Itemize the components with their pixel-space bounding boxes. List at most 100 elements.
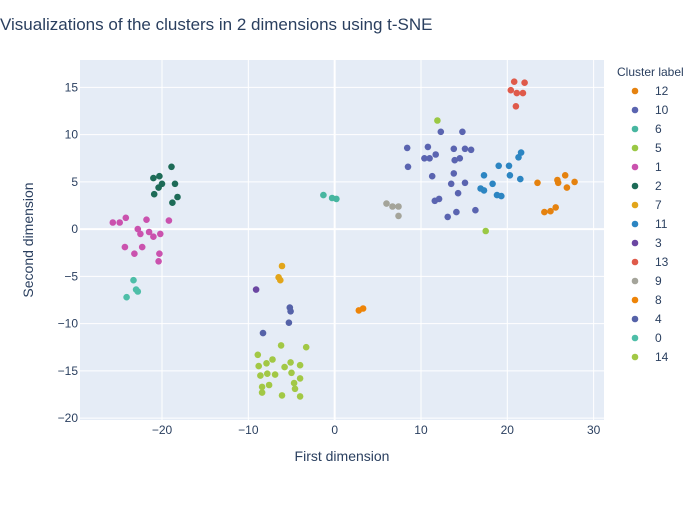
- data-point[interactable]: [513, 89, 521, 97]
- data-point[interactable]: [506, 172, 514, 179]
- data-point[interactable]: [264, 370, 271, 378]
- data-point[interactable]: [122, 214, 130, 222]
- data-point[interactable]: [278, 262, 286, 270]
- data-point[interactable]: [424, 143, 432, 151]
- data-point[interactable]: [563, 184, 571, 191]
- legend-item-4[interactable]: 4: [631, 312, 662, 326]
- legend-item-0[interactable]: 0: [631, 331, 662, 345]
- data-point[interactable]: [467, 146, 475, 154]
- legend-item-2[interactable]: 2: [631, 179, 662, 193]
- data-point[interactable]: [158, 180, 166, 188]
- data-point[interactable]: [395, 212, 402, 220]
- data-point[interactable]: [265, 381, 273, 389]
- data-point[interactable]: [432, 151, 440, 158]
- legend-item-7[interactable]: 7: [631, 198, 662, 212]
- legend-item-14[interactable]: 14: [631, 350, 669, 364]
- data-point[interactable]: [150, 174, 157, 182]
- data-point[interactable]: [254, 351, 262, 359]
- data-point[interactable]: [428, 172, 436, 180]
- data-point[interactable]: [287, 308, 294, 315]
- data-point[interactable]: [116, 219, 123, 226]
- data-point[interactable]: [444, 213, 452, 221]
- data-point[interactable]: [498, 192, 505, 200]
- legend-item-3[interactable]: 3: [631, 236, 662, 250]
- data-point[interactable]: [258, 389, 266, 396]
- data-point[interactable]: [277, 276, 284, 284]
- data-point[interactable]: [435, 195, 443, 203]
- data-point[interactable]: [174, 193, 181, 201]
- data-point[interactable]: [454, 189, 462, 197]
- data-point[interactable]: [517, 175, 524, 183]
- data-point[interactable]: [143, 216, 150, 223]
- legend-item-8[interactable]: 8: [631, 293, 662, 307]
- data-point[interactable]: [421, 155, 428, 162]
- data-point[interactable]: [333, 195, 340, 203]
- legend-item-12[interactable]: 12: [631, 84, 669, 98]
- data-point[interactable]: [269, 356, 276, 363]
- legend-item-10[interactable]: 10: [631, 103, 669, 117]
- data-point[interactable]: [157, 230, 164, 238]
- data-point[interactable]: [252, 286, 260, 293]
- data-point[interactable]: [278, 392, 286, 399]
- data-point[interactable]: [287, 359, 294, 366]
- data-point[interactable]: [389, 203, 396, 210]
- data-point[interactable]: [296, 375, 304, 382]
- data-point[interactable]: [296, 361, 304, 369]
- legend-item-6[interactable]: 6: [631, 122, 662, 136]
- data-point[interactable]: [534, 179, 541, 187]
- data-point[interactable]: [426, 155, 433, 162]
- data-point[interactable]: [288, 369, 295, 377]
- data-point[interactable]: [404, 163, 412, 171]
- data-point[interactable]: [138, 243, 146, 251]
- legend-item-11[interactable]: 11: [631, 217, 668, 231]
- data-point[interactable]: [302, 343, 310, 351]
- data-point[interactable]: [554, 179, 562, 187]
- data-point[interactable]: [259, 329, 267, 337]
- data-point[interactable]: [552, 204, 559, 211]
- data-point[interactable]: [450, 170, 458, 177]
- data-point[interactable]: [461, 145, 469, 153]
- data-point[interactable]: [517, 149, 525, 156]
- data-point[interactable]: [383, 200, 390, 207]
- data-point[interactable]: [453, 208, 460, 216]
- data-point[interactable]: [155, 258, 162, 265]
- data-point[interactable]: [395, 203, 402, 210]
- data-point[interactable]: [130, 276, 137, 284]
- data-point[interactable]: [437, 128, 445, 136]
- data-point[interactable]: [156, 172, 163, 180]
- data-point[interactable]: [109, 219, 117, 226]
- data-point[interactable]: [281, 363, 288, 371]
- data-point[interactable]: [489, 180, 496, 188]
- data-point[interactable]: [145, 228, 153, 236]
- data-point[interactable]: [171, 180, 179, 188]
- data-point[interactable]: [480, 187, 488, 194]
- data-point[interactable]: [512, 103, 520, 110]
- data-point[interactable]: [277, 342, 285, 349]
- data-point[interactable]: [507, 86, 515, 94]
- data-point[interactable]: [263, 360, 270, 367]
- data-point[interactable]: [169, 199, 176, 206]
- legend-item-13[interactable]: 13: [631, 255, 669, 269]
- data-point[interactable]: [296, 393, 304, 400]
- data-point[interactable]: [403, 144, 411, 152]
- data-point[interactable]: [137, 230, 144, 238]
- data-point[interactable]: [150, 233, 157, 240]
- legend-item-5[interactable]: 5: [631, 141, 662, 155]
- data-point[interactable]: [495, 162, 503, 170]
- data-point[interactable]: [131, 250, 138, 257]
- data-point[interactable]: [134, 288, 142, 295]
- data-point[interactable]: [258, 383, 266, 391]
- data-point[interactable]: [561, 172, 569, 179]
- data-point[interactable]: [123, 293, 130, 301]
- data-point[interactable]: [456, 155, 464, 162]
- data-point[interactable]: [510, 78, 518, 85]
- data-point[interactable]: [359, 305, 367, 312]
- data-point[interactable]: [521, 79, 528, 86]
- data-point[interactable]: [480, 172, 488, 179]
- data-point[interactable]: [519, 89, 527, 97]
- data-point[interactable]: [451, 156, 459, 164]
- data-point[interactable]: [271, 371, 279, 378]
- data-point[interactable]: [447, 180, 455, 188]
- data-point[interactable]: [150, 190, 158, 198]
